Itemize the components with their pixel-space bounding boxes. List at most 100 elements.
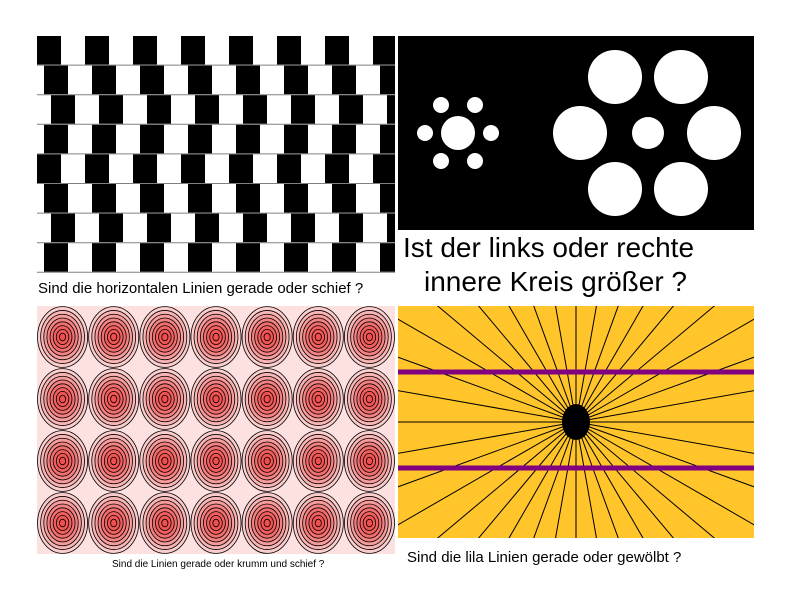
ray-line [575, 421, 597, 538]
wall-tile [92, 184, 116, 213]
ray-line [575, 421, 619, 538]
ebbinghaus-illusion [398, 36, 754, 230]
wall-tile [140, 124, 164, 154]
wall-tile [291, 213, 315, 243]
ray-line [398, 421, 577, 526]
cafe-wall-caption: Sind die horizontalen Linien gerade oder… [38, 280, 364, 297]
egg-ring [365, 332, 373, 342]
concentric-eggs-figure [37, 306, 395, 554]
wall-tile [188, 124, 212, 154]
egg-cluster [88, 368, 140, 430]
ray-line [575, 306, 619, 423]
right-large-circle [654, 162, 708, 216]
wall-tile [373, 36, 395, 65]
right-large-circle [588, 162, 642, 216]
egg-ring [212, 456, 220, 466]
wall-tile [332, 184, 356, 213]
egg-ring [365, 394, 373, 404]
egg-ring [314, 456, 322, 466]
wall-tile [44, 243, 68, 272]
egg-ring [263, 456, 271, 466]
wall-tile [277, 154, 301, 183]
egg-ring [212, 394, 220, 404]
egg-cluster [139, 368, 191, 430]
wall-tile [44, 124, 68, 154]
right-large-circle [553, 106, 607, 160]
egg-cluster [190, 368, 242, 430]
wall-tile [277, 36, 301, 65]
egg-cluster [343, 306, 395, 368]
wall-tile [99, 213, 123, 243]
wall-tile [325, 154, 349, 183]
ray-line [478, 306, 577, 423]
wall-tile [99, 95, 123, 124]
egg-cluster [37, 430, 89, 492]
wall-tile [332, 243, 356, 272]
ray-line [436, 421, 577, 538]
wall-tile [236, 243, 260, 272]
left-small-circle [467, 97, 483, 113]
wall-tile [85, 36, 109, 65]
left-circle-group [417, 97, 499, 169]
cafe-wall-figure [37, 36, 395, 273]
egg-ring [314, 332, 322, 342]
wall-tile [332, 124, 356, 154]
wall-tile [85, 154, 109, 183]
ray-line [478, 421, 577, 538]
wall-tile [37, 154, 61, 183]
hering-figure [398, 306, 754, 538]
ray-line [508, 306, 577, 423]
wall-tile [339, 95, 363, 124]
egg-cluster [37, 368, 89, 430]
wall-tile [325, 36, 349, 65]
wall-tile [147, 213, 171, 243]
egg-ring [59, 456, 67, 466]
ray-line [533, 421, 577, 538]
egg-cluster [241, 492, 293, 554]
ebbinghaus-caption-line1: Ist der links oder rechte [403, 232, 695, 263]
egg-cluster [343, 430, 395, 492]
wall-tile [51, 213, 75, 243]
ray-line [555, 306, 577, 423]
egg-cluster [190, 430, 242, 492]
ray-line [575, 318, 754, 423]
wall-tile [387, 95, 395, 124]
egg-cluster [37, 306, 89, 368]
ray-line [555, 421, 577, 538]
ray-line [575, 421, 754, 526]
wall-tile [380, 65, 395, 95]
egg-cluster [343, 492, 395, 554]
egg-ring [365, 518, 373, 528]
wall-tile [188, 243, 212, 272]
hering-caption: Sind die lila Linien gerade oder gewölbt… [407, 549, 682, 566]
egg-ring [110, 332, 118, 342]
right-large-circle [588, 50, 642, 104]
left-small-circle [417, 125, 433, 141]
left-small-circle [433, 97, 449, 113]
ray-line [575, 421, 754, 454]
wall-tile [92, 65, 116, 95]
wall-tile [140, 184, 164, 213]
egg-ring [110, 518, 118, 528]
wall-tile [181, 36, 205, 65]
wall-tile [236, 65, 260, 95]
wall-tile [380, 243, 395, 272]
wall-tile [284, 124, 308, 154]
wall-tile [332, 65, 356, 95]
wall-tile [188, 65, 212, 95]
ray-line [575, 306, 597, 423]
ebbinghaus-figure [417, 50, 741, 216]
ray-line [575, 390, 754, 423]
wall-tile [147, 95, 171, 124]
center-dot [562, 404, 590, 440]
wall-tile [387, 213, 395, 243]
wall-tile [133, 36, 157, 65]
egg-ring [110, 456, 118, 466]
egg-ring [263, 518, 271, 528]
cafe-wall-illusion [37, 36, 395, 273]
egg-cluster [292, 306, 344, 368]
egg-cluster [292, 368, 344, 430]
ray-line [508, 421, 577, 538]
egg-ring [161, 332, 169, 342]
wall-tile [140, 243, 164, 272]
